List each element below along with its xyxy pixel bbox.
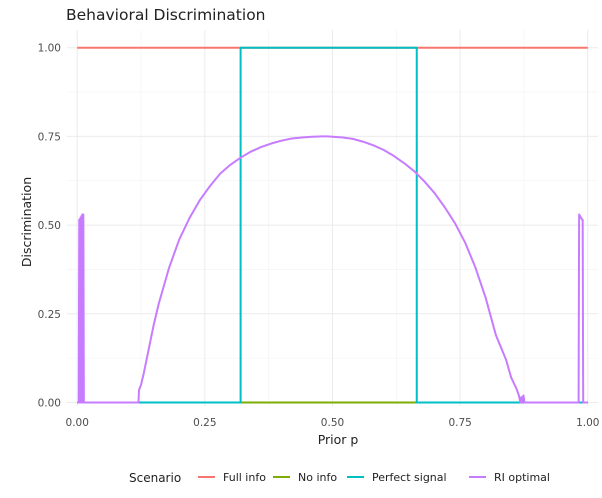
- series-line-perfect-signal: [77, 46, 588, 404]
- y-tick-label: 0.00: [38, 397, 61, 409]
- series-line-ri-optimal: [77, 135, 588, 404]
- x-tick-label: 0.25: [193, 417, 216, 429]
- x-tick-label: 0.75: [448, 417, 471, 429]
- legend-label-full-info: Full info: [223, 471, 266, 484]
- grid-lines: [67, 30, 598, 406]
- legend-label-perfect-signal: Perfect signal: [372, 471, 447, 484]
- legend-title: Scenario: [129, 471, 181, 485]
- legend-label-ri-optimal: RI optimal: [494, 471, 550, 484]
- y-tick-label: 0.50: [38, 220, 61, 232]
- tick-labels: 0.00 0.25 0.50 0.75 1.00 0.00 0.25 0.50 0.75 1.00: [38, 43, 600, 429]
- x-tick-label: 0.50: [321, 417, 344, 429]
- legend: Scenario Full info No info Perfect signal R…: [129, 471, 550, 485]
- x-axis-title: Prior p: [318, 432, 359, 447]
- series-lines: [77, 46, 588, 404]
- y-axis-title: Discrimination: [19, 177, 34, 267]
- legend-label-no-info: No info: [298, 471, 337, 484]
- y-tick-label: 0.25: [38, 309, 61, 321]
- y-tick-label: 0.75: [38, 131, 61, 143]
- y-tick-label: 1.00: [38, 43, 61, 55]
- x-tick-label: 1.00: [576, 417, 599, 429]
- x-tick-label: 0.00: [66, 417, 89, 429]
- chart-title: Behavioral Discrimination: [66, 6, 266, 24]
